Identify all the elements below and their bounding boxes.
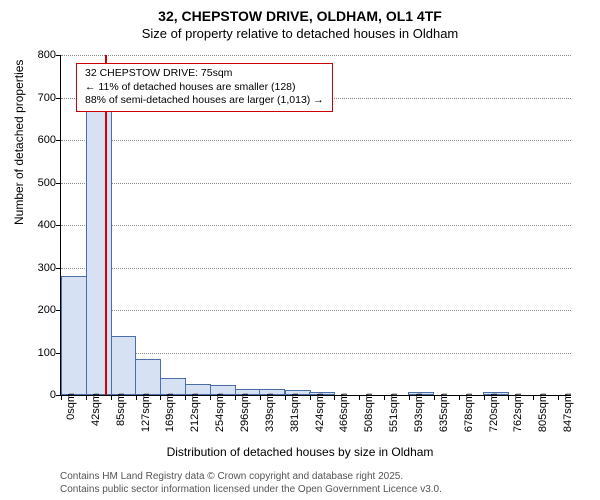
- x-tick-mark: [434, 395, 435, 400]
- x-tick-mark: [508, 395, 509, 400]
- histogram-bar: [111, 336, 137, 395]
- x-tick-label: 42sqm: [90, 393, 102, 426]
- x-tick-label: 762sqm: [512, 393, 524, 432]
- x-tick-mark: [285, 395, 286, 400]
- histogram-bar: [61, 276, 87, 395]
- x-tick-label: 466sqm: [338, 393, 350, 432]
- page-title: 32, CHEPSTOW DRIVE, OLDHAM, OL1 4TF: [0, 0, 600, 24]
- x-tick-mark: [484, 395, 485, 400]
- infobox-line2: ← 11% of detached houses are smaller (12…: [85, 81, 324, 95]
- grid-line: [61, 140, 571, 141]
- chart-container: 32, CHEPSTOW DRIVE, OLDHAM, OL1 4TF Size…: [0, 0, 600, 500]
- x-tick-label: 127sqm: [140, 393, 152, 432]
- histogram-bar: [135, 359, 161, 395]
- x-tick-label: 85sqm: [115, 393, 127, 426]
- grid-line: [61, 268, 571, 269]
- footer-note: Contains HM Land Registry data © Crown c…: [60, 471, 442, 496]
- grid-line: [61, 55, 571, 56]
- x-tick-mark: [210, 395, 211, 400]
- infobox-line3: 88% of semi-detached houses are larger (…: [85, 94, 324, 108]
- x-tick-label: 169sqm: [164, 393, 176, 432]
- histogram-bar: [86, 108, 112, 395]
- y-tick-mark: [56, 55, 61, 56]
- x-tick-label: 254sqm: [214, 393, 226, 432]
- grid-line: [61, 310, 571, 311]
- x-tick-label: 0sqm: [65, 393, 77, 420]
- x-tick-mark: [384, 395, 385, 400]
- x-tick-label: 381sqm: [289, 393, 301, 432]
- y-tick-mark: [56, 225, 61, 226]
- chart-area: 32 CHEPSTOW DRIVE: 75sqm ← 11% of detach…: [60, 55, 571, 396]
- x-tick-label: 635sqm: [438, 393, 450, 432]
- subtitle: Size of property relative to detached ho…: [0, 26, 600, 41]
- x-tick-mark: [136, 395, 137, 400]
- y-tick-label: 500: [26, 177, 56, 189]
- grid-line: [61, 183, 571, 184]
- x-tick-mark: [260, 395, 261, 400]
- y-tick-mark: [56, 268, 61, 269]
- x-tick-mark: [533, 395, 534, 400]
- y-tick-label: 700: [26, 92, 56, 104]
- x-tick-mark: [185, 395, 186, 400]
- y-tick-mark: [56, 183, 61, 184]
- x-tick-mark: [160, 395, 161, 400]
- x-tick-label: 678sqm: [463, 393, 475, 432]
- x-tick-label: 847sqm: [562, 393, 574, 432]
- x-tick-mark: [409, 395, 410, 400]
- y-axis-label: Number of detached properties: [12, 60, 26, 225]
- x-tick-mark: [61, 395, 62, 400]
- y-tick-mark: [56, 98, 61, 99]
- grid-line: [61, 353, 571, 354]
- y-tick-label: 800: [26, 49, 56, 61]
- x-tick-label: 720sqm: [488, 393, 500, 432]
- x-tick-label: 212sqm: [189, 393, 201, 432]
- x-tick-mark: [359, 395, 360, 400]
- x-tick-mark: [111, 395, 112, 400]
- grid-line: [61, 225, 571, 226]
- x-tick-mark: [86, 395, 87, 400]
- x-tick-label: 424sqm: [314, 393, 326, 432]
- footer-line2: Contains public sector information licen…: [60, 484, 442, 497]
- y-tick-label: 300: [26, 262, 56, 274]
- y-tick-label: 400: [26, 219, 56, 231]
- x-tick-label: 551sqm: [388, 393, 400, 432]
- info-box: 32 CHEPSTOW DRIVE: 75sqm ← 11% of detach…: [76, 63, 333, 112]
- y-tick-label: 200: [26, 304, 56, 316]
- x-tick-mark: [459, 395, 460, 400]
- x-tick-label: 805sqm: [537, 393, 549, 432]
- x-tick-label: 593sqm: [413, 393, 425, 432]
- x-tick-label: 508sqm: [363, 393, 375, 432]
- y-tick-label: 0: [26, 389, 56, 401]
- x-tick-mark: [310, 395, 311, 400]
- x-tick-label: 339sqm: [264, 393, 276, 432]
- x-tick-mark: [334, 395, 335, 400]
- y-tick-label: 600: [26, 134, 56, 146]
- x-tick-label: 296sqm: [239, 393, 251, 432]
- x-tick-mark: [558, 395, 559, 400]
- x-axis-label: Distribution of detached houses by size …: [0, 445, 600, 459]
- x-tick-mark: [235, 395, 236, 400]
- y-tick-label: 100: [26, 347, 56, 359]
- infobox-line1: 32 CHEPSTOW DRIVE: 75sqm: [85, 67, 324, 81]
- footer-line1: Contains HM Land Registry data © Crown c…: [60, 471, 442, 484]
- y-tick-mark: [56, 140, 61, 141]
